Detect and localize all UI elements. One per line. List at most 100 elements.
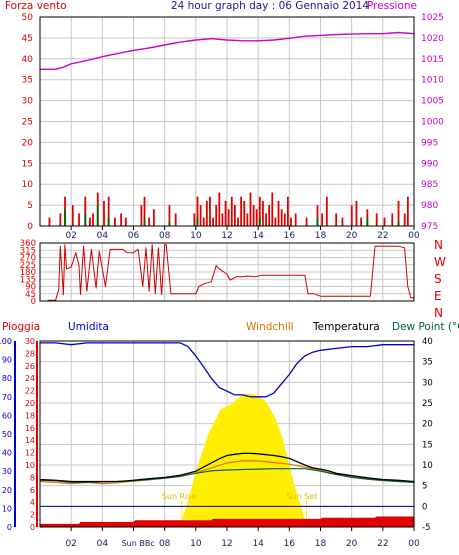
wind-bar <box>262 200 264 226</box>
hour-tick-label: 20 <box>346 539 358 549</box>
pressure-tick-label: 990 <box>421 159 438 169</box>
pressure-tick-label: 985 <box>421 180 438 190</box>
wind-bar <box>205 200 208 226</box>
wind-bar <box>258 196 261 226</box>
wind-bar <box>224 200 227 226</box>
hour-tick-label: 06 <box>128 231 140 241</box>
hour-tick-label: 08 <box>159 231 171 241</box>
hour-tick-label: 16 <box>284 231 296 241</box>
wind-bar <box>383 217 386 226</box>
hour-tick-label: 22 <box>377 539 388 549</box>
humidity-tick-label: 60 <box>2 411 12 420</box>
wind-direction-frame <box>39 242 415 302</box>
wind-bar <box>246 213 249 226</box>
wind-bar <box>71 205 74 226</box>
series-layer <box>39 31 415 527</box>
wind-bar <box>120 213 123 226</box>
wind-bar <box>230 196 233 226</box>
rain-tick-label: 10 <box>25 461 35 470</box>
rain-tick-label: 20 <box>25 399 35 408</box>
wind-bar <box>397 200 400 226</box>
wind-bar <box>271 192 274 226</box>
compass-label: N <box>434 238 443 252</box>
rain-tick-label: 8 <box>30 473 35 482</box>
rain-tick-label: 26 <box>25 362 35 371</box>
wind-bar <box>84 196 87 226</box>
temperature-tick-label: -5 <box>422 523 430 533</box>
compass-label: W <box>434 255 446 269</box>
wind-bar <box>227 209 230 226</box>
temperature-label: Temperatura <box>312 321 380 333</box>
rain-tick-label: 2 <box>30 511 35 520</box>
wind-bar <box>252 205 255 226</box>
direction-tick-label: 45 <box>25 290 36 300</box>
wind-bar <box>233 205 236 226</box>
temperature-tick-label: 0 <box>422 502 427 512</box>
hour-tick-label: 14 <box>252 231 264 241</box>
wind-bar <box>199 205 202 226</box>
wind-tick-label: 50 <box>22 13 34 23</box>
wind-tick-label: 15 <box>22 159 33 169</box>
wind-bar <box>193 213 196 226</box>
direction-tick-label: 360 <box>20 239 36 249</box>
wind-bar <box>92 213 94 226</box>
frames-layer <box>14 16 415 531</box>
wind-bar <box>124 217 127 226</box>
humidity-tick-label: 0 <box>7 523 12 532</box>
hour-tick-label: 18 <box>315 539 327 549</box>
rain-tick-label: 22 <box>25 387 35 396</box>
gust-bar <box>397 221 400 226</box>
temperature-tick-label: 20 <box>422 420 433 430</box>
humidity-tick-label: 80 <box>2 374 12 383</box>
wind-bar <box>209 196 211 226</box>
direction-tick-label: 0 <box>31 297 36 307</box>
tick-labels-layer: 0510152025303540455097598098599099510001… <box>0 13 446 549</box>
pressure-tick-label: 980 <box>421 201 438 211</box>
wind-tick-label: 45 <box>22 34 33 44</box>
wind-tick-label: 30 <box>22 97 34 107</box>
hour-tick-label: 16 <box>284 539 296 549</box>
wind-bar <box>196 196 199 226</box>
wind-bar <box>202 217 205 226</box>
wind-tick-label: 5 <box>27 201 33 211</box>
pressure-tick-label: 995 <box>421 138 438 148</box>
humidity-tick-label: 50 <box>2 430 12 439</box>
wind-bar <box>280 209 283 226</box>
hour-tick-label: 08 <box>159 539 171 549</box>
wind-bar <box>375 213 378 226</box>
wind-bar <box>355 200 358 226</box>
wind-bar <box>103 200 105 226</box>
wind-bar <box>277 200 280 226</box>
direction-tick-label: 180 <box>20 268 36 278</box>
sun-axis-note: Sun BBc <box>122 539 155 548</box>
wind-bar <box>48 217 51 226</box>
hour-tick-label: 04 <box>97 539 109 549</box>
hour-tick-label: 10 <box>190 231 202 241</box>
wind-bar <box>148 217 151 226</box>
wind-bar <box>143 196 146 226</box>
pressure-tick-label: 1015 <box>421 55 444 65</box>
hour-tick-label: 20 <box>346 231 358 241</box>
direction-tick-label: 90 <box>25 283 36 293</box>
pressure-tick-label: 975 <box>421 222 438 232</box>
wind-bar <box>237 217 239 226</box>
direction-tick-label: 270 <box>20 254 36 264</box>
temperature-tick-label: 30 <box>422 378 433 388</box>
wind-bar <box>152 209 155 226</box>
wind-bar <box>316 205 319 226</box>
wind-tick-label: 0 <box>27 222 33 232</box>
wind-bar <box>89 217 91 226</box>
hour-tick-label: 12 <box>221 539 232 549</box>
direction-tick-label: 225 <box>20 261 36 271</box>
hour-tick-label: 12 <box>221 231 232 241</box>
wind-bar <box>321 213 324 226</box>
wind-bar <box>350 205 353 226</box>
hour-tick-label: 00 <box>408 231 420 241</box>
humidity-tick-label: 30 <box>2 467 12 476</box>
windchill-label: Windchill <box>246 321 294 333</box>
direction-tick-label: 135 <box>20 275 36 285</box>
gust-bar <box>143 217 146 226</box>
wind-bar <box>243 200 246 226</box>
wind-bar <box>265 213 267 226</box>
rain-tick-label: 14 <box>25 436 35 445</box>
